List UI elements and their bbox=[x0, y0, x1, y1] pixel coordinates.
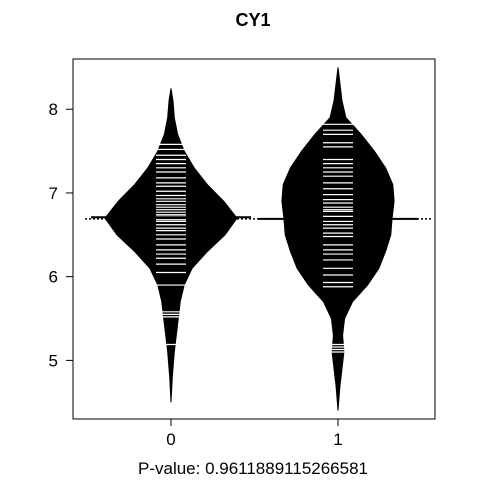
y-tick-label: 7 bbox=[49, 184, 58, 203]
y-tick-label: 8 bbox=[49, 100, 58, 119]
bean-1 bbox=[281, 67, 395, 411]
y-tick-label: 5 bbox=[49, 351, 58, 370]
x-axis-label: P-value: 0.9611889115266581 bbox=[138, 459, 368, 478]
x-tick-label: 0 bbox=[166, 430, 175, 449]
chart-title: CY1 bbox=[235, 10, 270, 30]
beans bbox=[85, 67, 433, 411]
y-axis: 5 6 7 8 bbox=[49, 100, 74, 370]
x-tick-label: 1 bbox=[333, 430, 342, 449]
y-tick-label: 6 bbox=[49, 268, 58, 287]
